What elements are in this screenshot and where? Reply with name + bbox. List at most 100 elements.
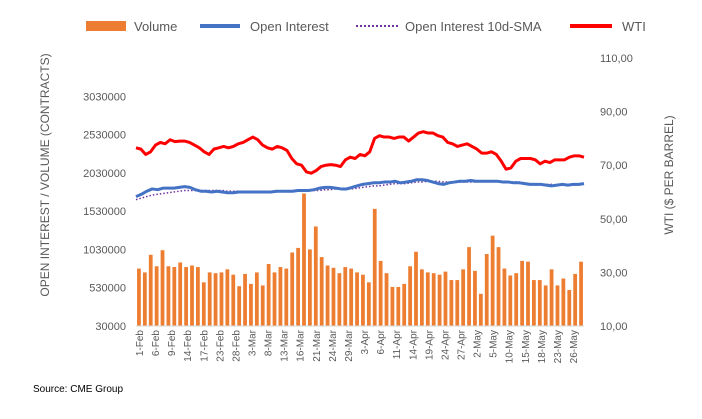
x-tick-label: 1-Feb <box>135 330 146 357</box>
volume-bar <box>249 283 253 326</box>
source-note: Source: CME Group <box>33 384 124 395</box>
x-tick-label: 13-Mar <box>280 329 291 361</box>
volume-bar <box>467 247 471 326</box>
volume-bar <box>579 261 583 326</box>
volume-bar <box>532 280 536 326</box>
volume-bar <box>443 271 448 326</box>
volume-bar <box>137 268 141 326</box>
y-right-tick-label: 110,00 <box>600 53 633 65</box>
y-right-tick-label: 30,00 <box>600 267 628 279</box>
volume-bar <box>296 247 300 326</box>
volume-bar <box>508 275 513 326</box>
legend: Volume Open Interest Open Interest 10d-S… <box>86 19 646 34</box>
x-tick-label: 17-Feb <box>199 330 210 362</box>
volume-bar <box>473 270 477 326</box>
volume-bar <box>420 269 424 326</box>
x-tick-label: 14-Apr <box>408 329 419 360</box>
volume-bar <box>573 273 578 326</box>
x-tick-label: 6-Apr <box>376 329 387 354</box>
volume-bar <box>490 235 495 326</box>
y-right-tick-label: 70,00 <box>600 160 628 172</box>
y-axis-left: 30000 530000 1030000 1530000 2030000 2530000 3… <box>83 91 126 333</box>
volume-bar <box>254 272 259 326</box>
x-tick-label: 24-Apr <box>440 329 451 360</box>
x-tick-label: 27-Apr <box>457 329 468 360</box>
y-left-tick-label: 2530000 <box>83 130 126 142</box>
volume-bars <box>137 193 583 326</box>
volume-bar <box>172 267 177 326</box>
volume-bar <box>461 269 466 326</box>
volume-bar <box>414 251 418 326</box>
volume-bar <box>219 272 224 326</box>
x-tick-label: 14-Feb <box>183 330 194 362</box>
x-tick-label: 23-Feb <box>215 330 226 362</box>
x-tick-label: 28-Feb <box>231 330 242 362</box>
volume-bar <box>349 268 354 326</box>
volume-bar <box>496 247 501 326</box>
volume-bar <box>266 263 271 326</box>
x-tick-label: 26-May <box>569 330 580 363</box>
volume-bar <box>455 280 460 326</box>
y-axis-right: 10,00 30,00 50,00 70,00 90,00 110,00 <box>600 53 633 333</box>
volume-bar <box>278 267 283 326</box>
volume-bar <box>520 260 524 326</box>
volume-bar <box>396 286 401 326</box>
volume-bar <box>290 252 295 326</box>
x-tick-label: 3-Mar <box>248 329 259 356</box>
x-tick-label: 18-May <box>537 330 548 363</box>
volume-bar <box>148 254 153 326</box>
x-tick-label: 11-Apr <box>392 329 403 359</box>
volume-bar <box>243 273 247 326</box>
legend-open-interest-label: Open Interest <box>250 19 329 34</box>
volume-bar <box>478 293 483 326</box>
volume-bar <box>272 272 277 326</box>
y-right-tick-label: 90,00 <box>600 107 628 119</box>
volume-bar <box>484 254 489 326</box>
y-left-tick-label: 2030000 <box>83 168 126 180</box>
volume-bar <box>361 274 365 326</box>
volume-bar <box>549 269 554 326</box>
volume-bar <box>390 286 395 326</box>
x-tick-label: 19-Apr <box>424 329 435 360</box>
volume-bar <box>384 273 389 326</box>
x-tick-label: 24-Mar <box>328 329 339 361</box>
volume-bar <box>355 272 359 326</box>
x-tick-label: 23-May <box>553 330 564 363</box>
x-axis: 1-Feb 6-Feb 9-Feb 14-Feb 17-Feb 23-Feb 28-Feb 3… <box>135 329 580 363</box>
volume-bar <box>537 280 542 326</box>
volume-bar <box>302 193 306 326</box>
volume-bar <box>543 285 548 326</box>
volume-bar <box>449 280 454 326</box>
x-tick-label: 2-May <box>473 330 484 358</box>
legend-volume-label: Volume <box>134 19 177 34</box>
x-tick-label: 15-May <box>521 330 532 363</box>
volume-bar <box>213 273 218 326</box>
volume-bar <box>260 285 265 326</box>
volume-bar <box>154 266 159 326</box>
legend-volume-swatch <box>86 21 126 31</box>
volume-bar <box>378 260 383 326</box>
y-right-tick-label: 50,00 <box>600 214 628 226</box>
volume-bar <box>184 267 188 326</box>
x-tick-label: 8-Mar <box>264 329 275 356</box>
volume-bar <box>190 265 194 326</box>
volume-bar <box>308 249 312 326</box>
legend-sma-label: Open Interest 10d-SMA <box>405 19 542 34</box>
x-tick-label: 6-Feb <box>151 330 162 357</box>
volume-bar <box>313 226 318 326</box>
volume-bar <box>237 286 242 326</box>
y-right-tick-label: 10,00 <box>600 321 628 333</box>
y-left-tick-label: 30000 <box>95 321 126 333</box>
y-left-tick-label: 1530000 <box>83 206 126 218</box>
volume-bar <box>337 273 342 326</box>
volume-bar <box>526 261 530 326</box>
x-tick-label: 3-Apr <box>360 329 371 354</box>
volume-bar <box>561 278 566 326</box>
volume-bar <box>160 250 165 326</box>
volume-bar <box>231 274 236 326</box>
volume-bar <box>431 273 436 326</box>
volume-bar <box>514 273 519 326</box>
volume-bar <box>196 267 200 326</box>
volume-bar <box>372 208 377 326</box>
